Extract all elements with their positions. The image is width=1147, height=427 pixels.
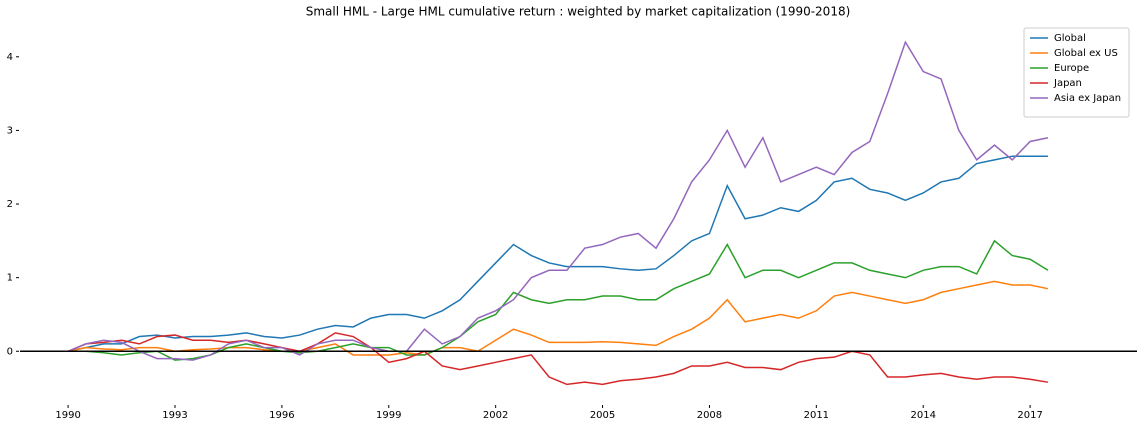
series-line: [67, 332, 1049, 386]
legend-label: Global ex US: [1054, 48, 1118, 59]
x-tick-label: 2002: [483, 410, 508, 421]
series-line: [68, 239, 1049, 361]
x-tick-label: 2011: [804, 410, 829, 421]
y-tick-label: 2: [7, 199, 13, 210]
x-tick-label: 1996: [269, 410, 294, 421]
x-tick-label: 2008: [697, 410, 722, 421]
legend-label: Europe: [1054, 63, 1089, 74]
y-tick-label: 4: [7, 52, 13, 63]
legend: Global Global ex US Europe Japan Asia ex Jap…: [1023, 27, 1130, 118]
x-tick-label: 2005: [590, 410, 615, 421]
legend-box: [1023, 27, 1130, 118]
x-tick-label: 2017: [1017, 410, 1042, 421]
y-tick-label: 3: [7, 125, 13, 136]
chart-title: Small HML - Large HML cumulative return …: [306, 5, 851, 19]
x-tick-label: 1993: [162, 410, 187, 421]
legend-label: Japan: [1053, 78, 1082, 89]
series-line: [67, 280, 1049, 356]
legend-label: Asia ex Japan: [1054, 93, 1121, 104]
x-tick-label: 1990: [55, 410, 80, 421]
series-line: [67, 155, 1048, 352]
series-line: [67, 40, 1049, 361]
y-tick-label: 0: [7, 346, 13, 357]
x-tick-label: 1999: [376, 410, 401, 421]
legend-label: Global: [1054, 33, 1086, 44]
y-tick-label: 1: [7, 273, 13, 284]
x-tick-label: 2014: [910, 410, 935, 421]
